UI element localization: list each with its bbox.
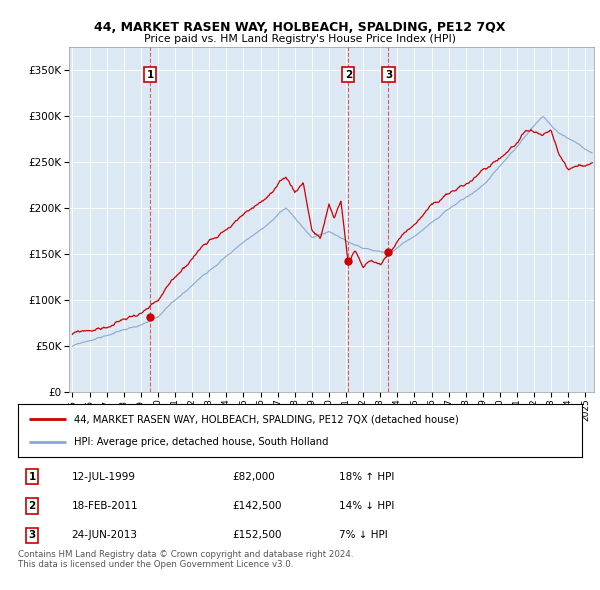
Text: 1: 1 [146, 70, 154, 80]
Text: £142,500: £142,500 [232, 501, 282, 511]
Text: 18% ↑ HPI: 18% ↑ HPI [340, 472, 395, 481]
Text: Contains HM Land Registry data © Crown copyright and database right 2024.
This d: Contains HM Land Registry data © Crown c… [18, 550, 353, 569]
Text: 14% ↓ HPI: 14% ↓ HPI [340, 501, 395, 511]
Text: 3: 3 [28, 530, 36, 540]
Text: 44, MARKET RASEN WAY, HOLBEACH, SPALDING, PE12 7QX (detached house): 44, MARKET RASEN WAY, HOLBEACH, SPALDING… [74, 414, 459, 424]
Text: 44, MARKET RASEN WAY, HOLBEACH, SPALDING, PE12 7QX: 44, MARKET RASEN WAY, HOLBEACH, SPALDING… [94, 21, 506, 34]
Text: 12-JUL-1999: 12-JUL-1999 [71, 472, 136, 481]
Text: HPI: Average price, detached house, South Holland: HPI: Average price, detached house, Sout… [74, 437, 329, 447]
Text: 18-FEB-2011: 18-FEB-2011 [71, 501, 138, 511]
Text: 7% ↓ HPI: 7% ↓ HPI [340, 530, 388, 540]
Text: £152,500: £152,500 [232, 530, 282, 540]
Text: 1: 1 [28, 472, 36, 481]
Text: £82,000: £82,000 [232, 472, 275, 481]
Text: 2: 2 [28, 501, 36, 511]
Text: 24-JUN-2013: 24-JUN-2013 [71, 530, 137, 540]
Text: 3: 3 [385, 70, 392, 80]
Text: Price paid vs. HM Land Registry's House Price Index (HPI): Price paid vs. HM Land Registry's House … [144, 34, 456, 44]
Text: 2: 2 [344, 70, 352, 80]
